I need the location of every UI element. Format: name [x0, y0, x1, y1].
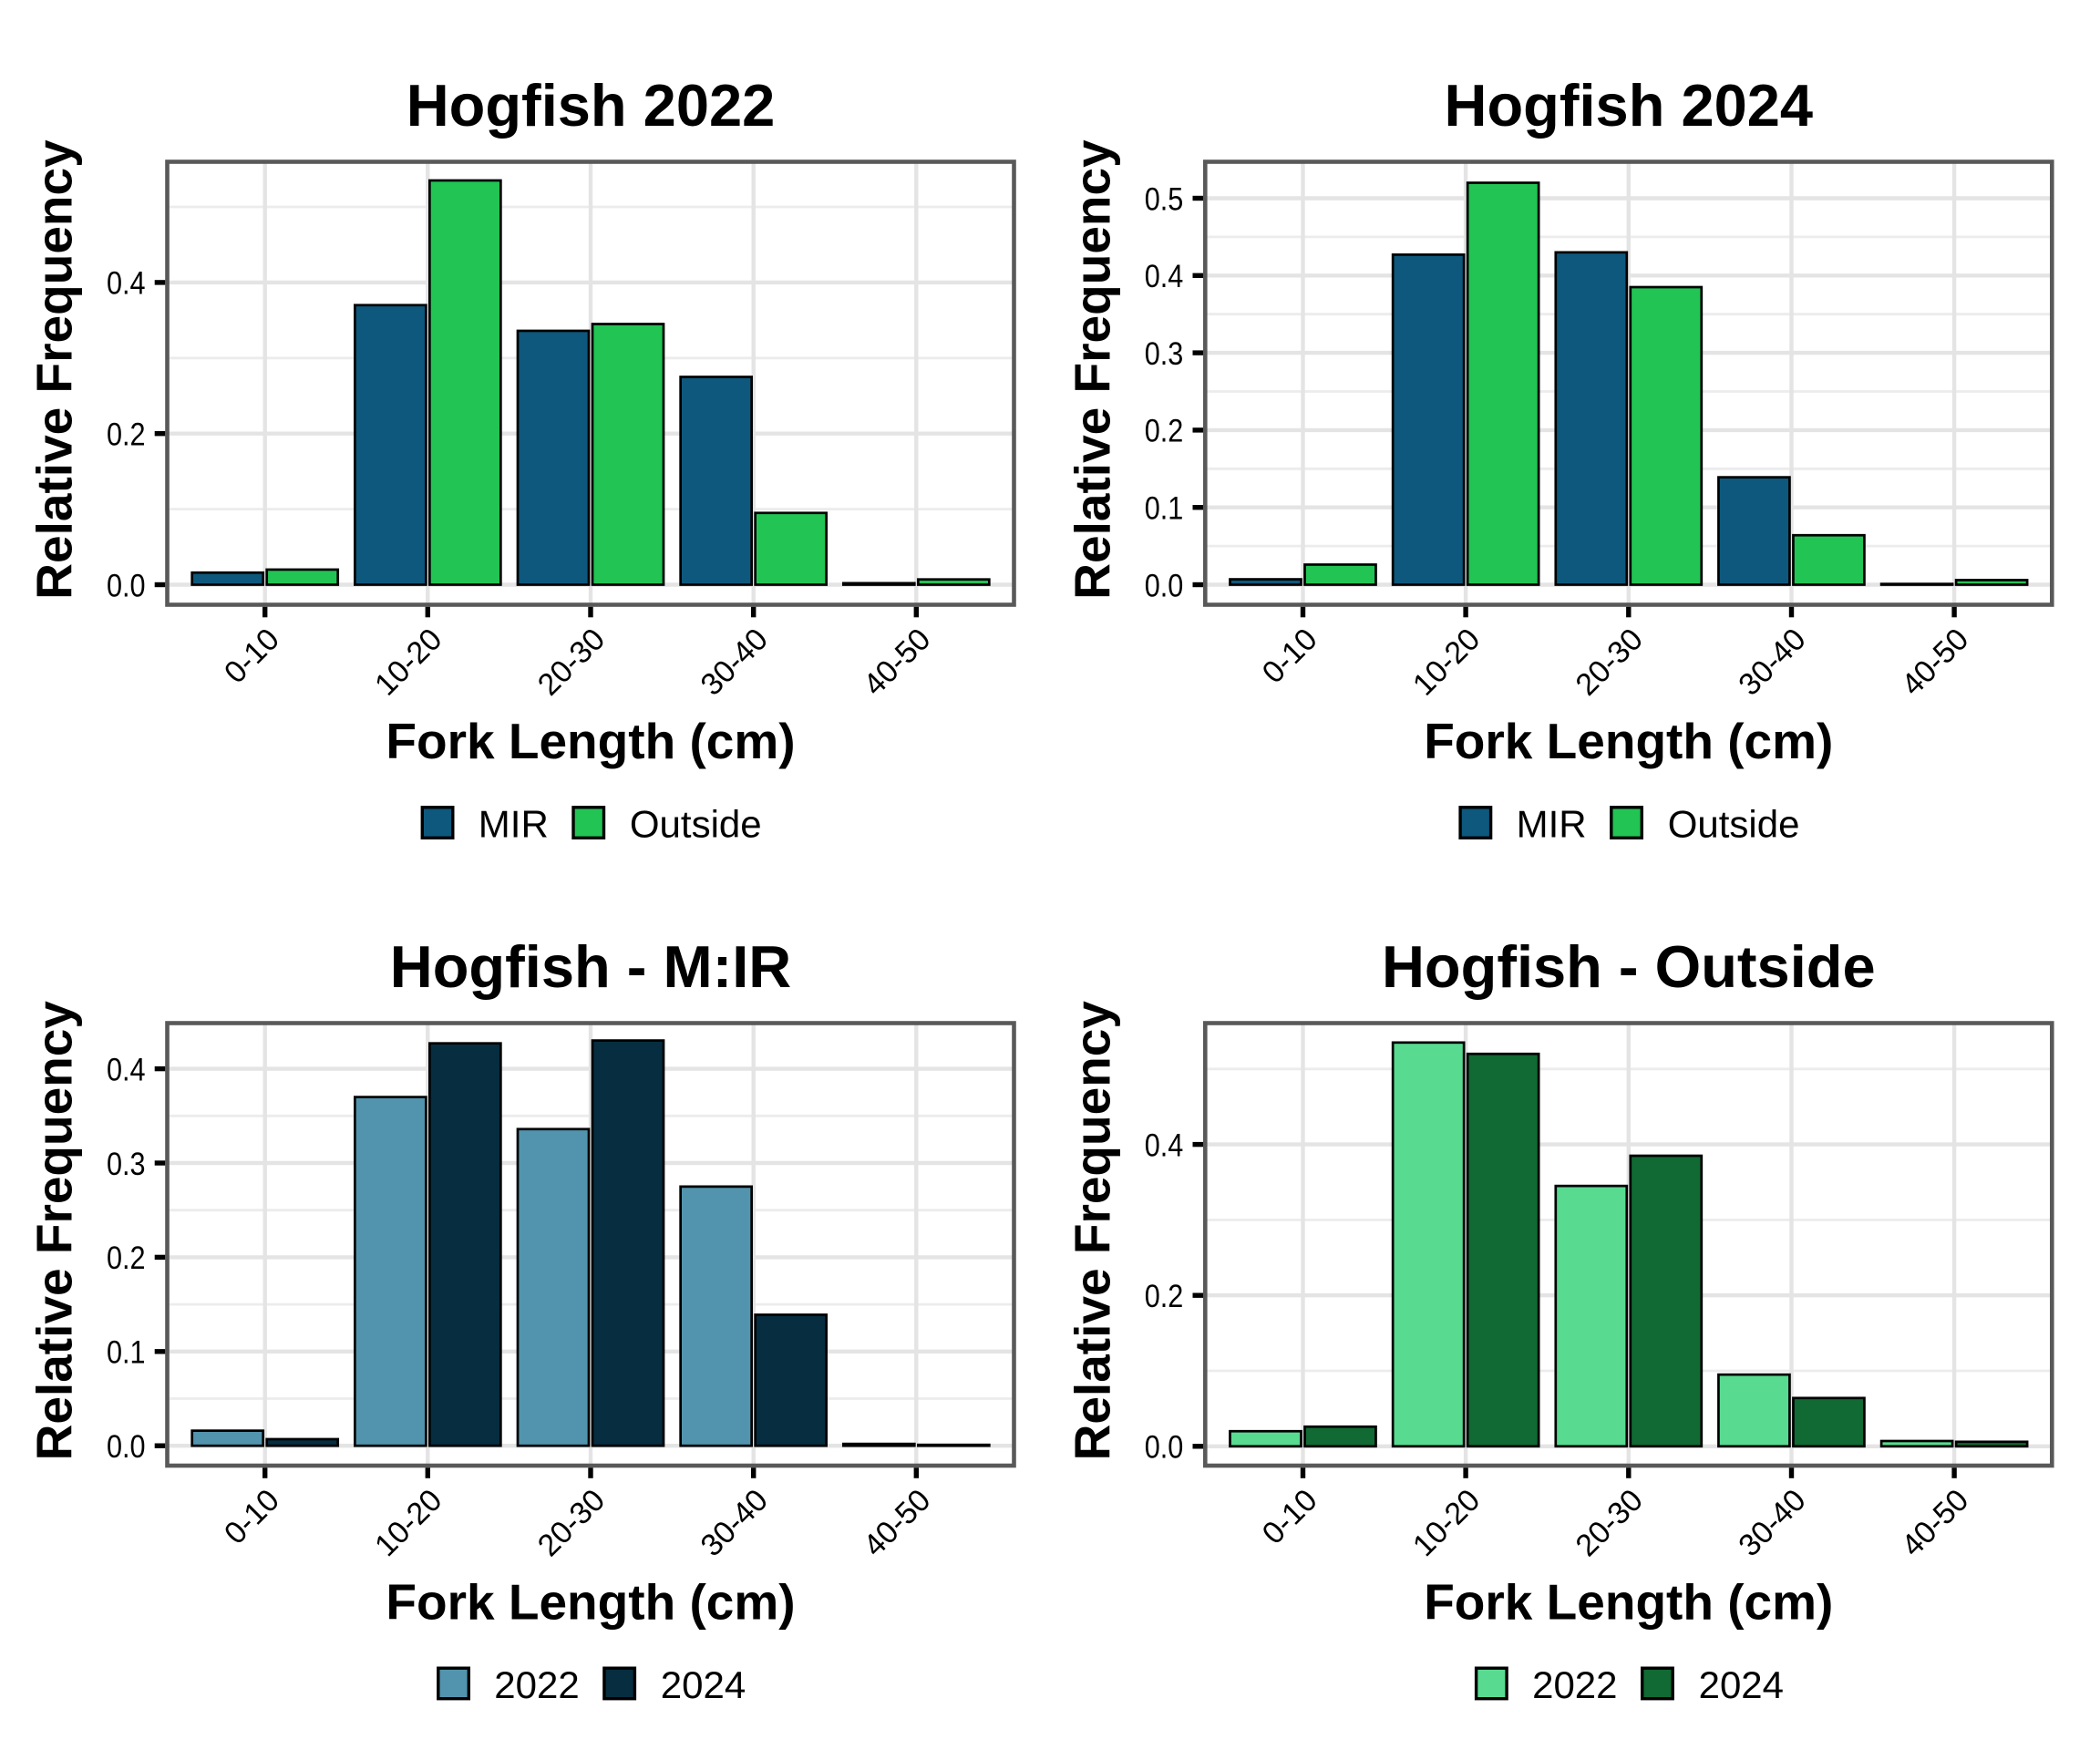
- svg-text:Relative Frequency: Relative Frequency: [26, 1001, 83, 1461]
- svg-text:Outside: Outside: [630, 803, 762, 846]
- svg-text:2022: 2022: [494, 1663, 579, 1706]
- svg-text:Relative Frequency: Relative Frequency: [26, 139, 83, 600]
- svg-text:0.4: 0.4: [1145, 1127, 1184, 1162]
- svg-text:2024: 2024: [1699, 1663, 1784, 1706]
- svg-text:0.2: 0.2: [107, 1240, 146, 1275]
- svg-text:Fork Length (cm): Fork Length (cm): [1424, 1574, 1833, 1631]
- svg-text:2022: 2022: [1532, 1663, 1617, 1706]
- svg-text:0.0: 0.0: [107, 1428, 146, 1464]
- svg-text:Hogfish - M:IR: Hogfish - M:IR: [390, 933, 791, 1000]
- svg-text:Fork Length (cm): Fork Length (cm): [1424, 713, 1833, 769]
- svg-text:0.0: 0.0: [1145, 567, 1184, 602]
- svg-text:0.5: 0.5: [1145, 180, 1184, 216]
- svg-text:0.4: 0.4: [107, 265, 146, 301]
- svg-text:MIR: MIR: [1517, 803, 1587, 846]
- svg-text:0.4: 0.4: [1145, 258, 1184, 293]
- svg-text:0.2: 0.2: [1145, 1278, 1184, 1313]
- svg-text:Relative Frequency: Relative Frequency: [1064, 139, 1120, 600]
- svg-text:Hogfish 2022: Hogfish 2022: [407, 72, 776, 139]
- svg-text:0.3: 0.3: [1145, 335, 1184, 371]
- svg-text:Fork Length (cm): Fork Length (cm): [386, 713, 795, 769]
- svg-text:0.2: 0.2: [1145, 413, 1184, 448]
- svg-text:2024: 2024: [661, 1663, 746, 1706]
- svg-text:MIR: MIR: [479, 803, 549, 846]
- svg-text:Hogfish 2024: Hogfish 2024: [1445, 72, 1814, 139]
- svg-text:0.0: 0.0: [1145, 1429, 1184, 1465]
- svg-text:Relative Frequency: Relative Frequency: [1064, 1001, 1120, 1461]
- svg-text:0.0: 0.0: [107, 567, 146, 602]
- svg-text:0.1: 0.1: [1145, 490, 1184, 526]
- svg-text:0.3: 0.3: [107, 1146, 146, 1181]
- svg-text:0.1: 0.1: [107, 1334, 146, 1370]
- svg-text:Outside: Outside: [1668, 803, 1800, 846]
- svg-text:Hogfish - Outside: Hogfish - Outside: [1382, 933, 1876, 1000]
- svg-text:0.2: 0.2: [107, 417, 146, 452]
- svg-text:Fork Length (cm): Fork Length (cm): [386, 1574, 795, 1631]
- svg-text:0.4: 0.4: [107, 1051, 146, 1086]
